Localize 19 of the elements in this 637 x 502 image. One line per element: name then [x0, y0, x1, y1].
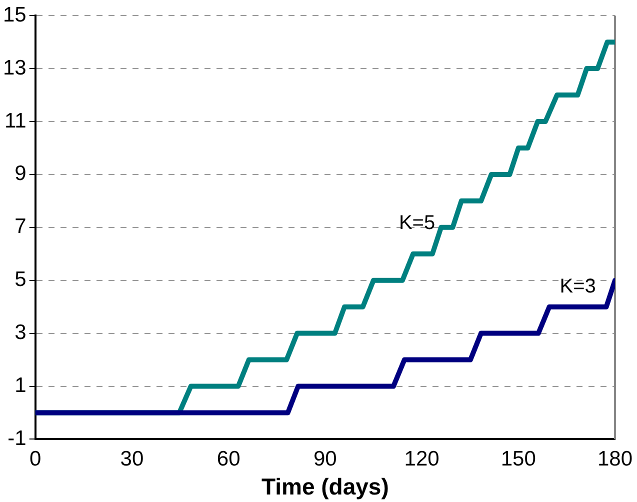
- y-tick-label: 7: [14, 215, 26, 238]
- y-tick-label: 13: [3, 56, 26, 80]
- y-tick-label: 3: [14, 321, 26, 344]
- x-tick-label: 0: [30, 448, 42, 471]
- x-tick-label: 180: [597, 448, 633, 471]
- x-tick-label: 120: [404, 448, 440, 471]
- y-tick-label: 15: [3, 3, 26, 26]
- y-tick-label: 5: [14, 268, 26, 292]
- y-tick-label: 9: [14, 162, 26, 186]
- x-tick-label: 150: [500, 448, 536, 471]
- x-tick-label: 90: [314, 448, 337, 471]
- x-axis-title: Time (days): [261, 474, 389, 500]
- x-tick-label: 30: [120, 448, 144, 471]
- series-label: K=3: [560, 275, 596, 298]
- x-tick-label: 60: [216, 448, 240, 471]
- y-tick-label: 11: [4, 109, 26, 132]
- series-label: K=5: [398, 212, 436, 234]
- y-tick-label: -1: [8, 426, 26, 450]
- y-tick-label: 1: [14, 374, 26, 398]
